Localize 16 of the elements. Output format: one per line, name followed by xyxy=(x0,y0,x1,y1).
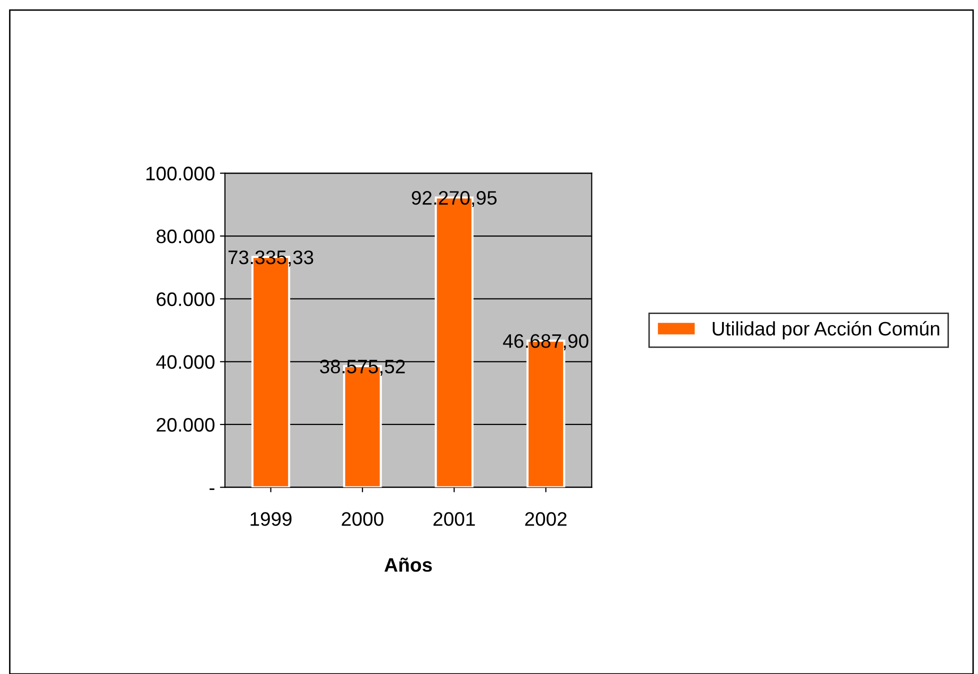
y-tick-label: 20.000 xyxy=(156,418,214,432)
x-tick-label: 1999 xyxy=(250,512,292,526)
legend-label: Utilidad por Acción Común xyxy=(712,321,940,340)
data-label: 46.687,90 xyxy=(503,334,588,350)
y-tick-label: 80.000 xyxy=(156,230,214,244)
x-tick-label: 2001 xyxy=(434,512,475,526)
y-tick-label: 60.000 xyxy=(156,292,214,306)
data-label: 73.335,33 xyxy=(228,250,314,267)
x-tick-label: 2002 xyxy=(525,512,566,526)
x-axis-title: Años xyxy=(384,558,432,572)
data-label: 92.270,95 xyxy=(412,190,497,208)
data-label: 38.575,52 xyxy=(320,360,405,376)
y-tick-label: 100.000 xyxy=(146,166,214,180)
y-tick-label: 40.000 xyxy=(156,355,214,369)
x-tick-label: 2000 xyxy=(342,512,384,526)
y-tick-label: - xyxy=(210,488,214,490)
